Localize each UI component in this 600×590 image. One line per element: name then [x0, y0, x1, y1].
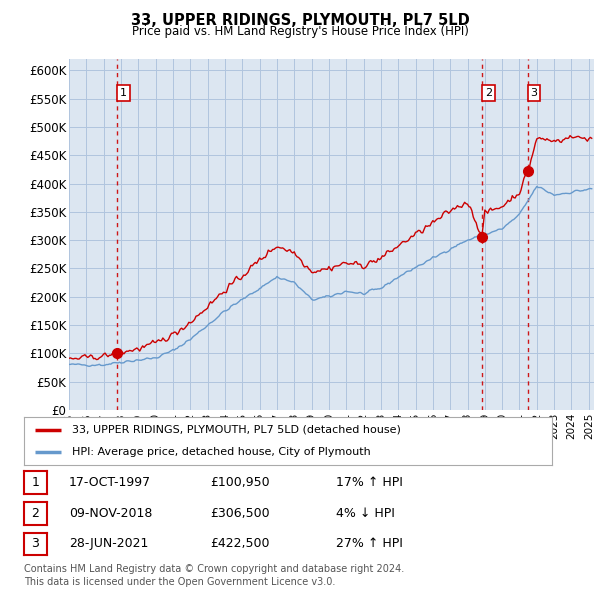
Text: 28-JUN-2021: 28-JUN-2021 [69, 537, 148, 550]
Text: 2: 2 [485, 88, 492, 98]
Text: 33, UPPER RIDINGS, PLYMOUTH, PL7 5LD (detached house): 33, UPPER RIDINGS, PLYMOUTH, PL7 5LD (de… [71, 425, 400, 435]
Text: 4% ↓ HPI: 4% ↓ HPI [336, 507, 395, 520]
Text: HPI: Average price, detached house, City of Plymouth: HPI: Average price, detached house, City… [71, 447, 370, 457]
Text: 1: 1 [31, 476, 40, 489]
Text: 33, UPPER RIDINGS, PLYMOUTH, PL7 5LD: 33, UPPER RIDINGS, PLYMOUTH, PL7 5LD [131, 13, 469, 28]
Text: 1: 1 [120, 88, 127, 98]
Text: 17-OCT-1997: 17-OCT-1997 [69, 476, 151, 489]
Text: Contains HM Land Registry data © Crown copyright and database right 2024.
This d: Contains HM Land Registry data © Crown c… [24, 564, 404, 587]
Text: Price paid vs. HM Land Registry's House Price Index (HPI): Price paid vs. HM Land Registry's House … [131, 25, 469, 38]
Text: £306,500: £306,500 [210, 507, 269, 520]
Text: £100,950: £100,950 [210, 476, 269, 489]
Text: 3: 3 [31, 537, 40, 550]
Text: 27% ↑ HPI: 27% ↑ HPI [336, 537, 403, 550]
Text: 2: 2 [31, 507, 40, 520]
Text: £422,500: £422,500 [210, 537, 269, 550]
Text: 09-NOV-2018: 09-NOV-2018 [69, 507, 152, 520]
Text: 17% ↑ HPI: 17% ↑ HPI [336, 476, 403, 489]
Text: 3: 3 [530, 88, 538, 98]
